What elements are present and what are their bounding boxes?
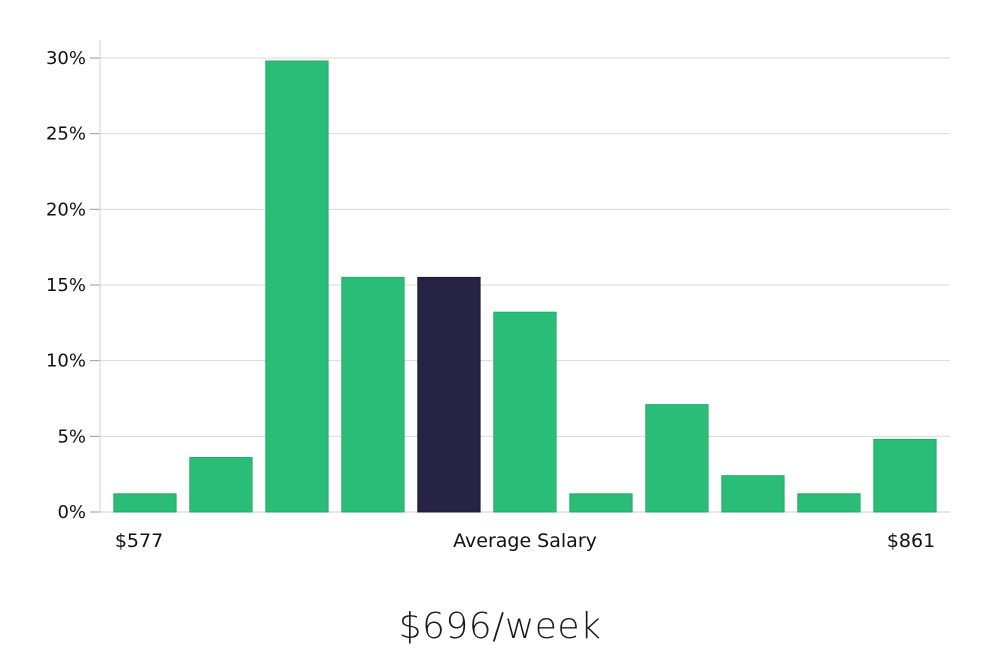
y-axis-ticks: 0% 5% 10% 15% 20% 25% 30% [46,48,100,523]
y-tick-label: 0% [57,502,86,523]
bar [797,493,861,513]
y-tick-label: 30% [46,48,86,69]
y-tick-label: 5% [57,426,86,447]
average-salary-value: $696/week [398,606,602,647]
x-max-label: $861 [887,530,935,552]
bar [873,438,937,513]
y-tick-label: 10% [46,351,86,372]
x-min-label: $577 [115,530,163,552]
bar [189,457,253,513]
salary-histogram: 0%5%10%15%20%25%30% $577 Average Salary … [46,40,950,552]
y-tick-label: 25% [46,124,86,145]
bar [341,276,405,513]
bar [493,311,557,513]
y-tick-label: 15% [46,275,86,296]
x-center-label: Average Salary [453,530,597,552]
bar [265,60,329,513]
bars [113,60,937,513]
bar [645,404,709,513]
y-tick-label: 20% [46,199,86,220]
bar [721,475,785,513]
bar [113,493,177,513]
bar-highlighted [417,276,481,513]
bar [569,493,633,513]
